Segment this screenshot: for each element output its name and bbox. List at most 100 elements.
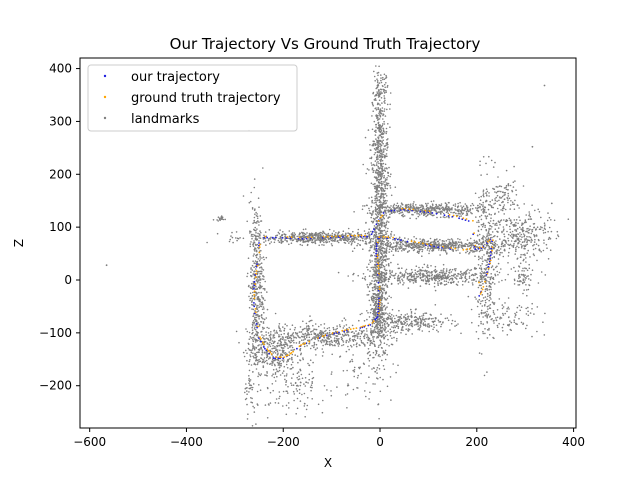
- landmark-point: [387, 318, 389, 321]
- landmark-point: [374, 288, 376, 291]
- landmark-point: [377, 176, 380, 178]
- landmark-point: [435, 324, 438, 327]
- landmark-point: [375, 156, 378, 158]
- landmark-point: [404, 314, 407, 316]
- landmark-point: [384, 206, 387, 208]
- landmark-point: [242, 351, 245, 354]
- landmark-point: [269, 238, 272, 240]
- landmark-point: [380, 79, 382, 82]
- landmark-point: [380, 97, 383, 99]
- landmark-point: [431, 247, 434, 249]
- landmark-point: [382, 123, 384, 125]
- landmark-point: [496, 244, 498, 246]
- landmark-point: [401, 280, 404, 282]
- landmark-point: [425, 207, 428, 210]
- landmark-point: [427, 266, 429, 269]
- landmark-point: [323, 323, 326, 325]
- landmark-point: [296, 407, 299, 410]
- landmark-point: [378, 310, 381, 312]
- landmark-point: [337, 338, 340, 340]
- landmark-point: [480, 209, 483, 211]
- landmark-point: [378, 90, 380, 92]
- landmark-point: [383, 175, 386, 177]
- landmark-point: [348, 242, 350, 244]
- landmark-point: [328, 329, 331, 332]
- landmark-point: [252, 273, 254, 275]
- landmark-point: [269, 402, 272, 404]
- landmark-point: [309, 319, 312, 322]
- landmark-point: [443, 280, 446, 282]
- landmark-point: [319, 241, 322, 244]
- landmark-point: [256, 311, 259, 313]
- landmark-point: [285, 384, 287, 386]
- landmark-point: [430, 209, 432, 212]
- landmark-point: [383, 110, 386, 112]
- landmark-point: [461, 206, 464, 209]
- landmark-point: [453, 244, 456, 247]
- landmark-point: [418, 207, 421, 209]
- landmark-point: [480, 242, 482, 244]
- landmark-point: [338, 343, 341, 345]
- landmark-point: [420, 208, 423, 211]
- landmark-point: [394, 186, 397, 188]
- landmark-point: [378, 111, 381, 113]
- landmark-point: [274, 359, 276, 362]
- landmark-point: [248, 201, 251, 204]
- landmark-point: [378, 91, 380, 94]
- landmark-point: [266, 417, 269, 419]
- landmark-point: [386, 205, 389, 207]
- landmark-point: [418, 250, 420, 253]
- landmark-point: [265, 374, 268, 377]
- landmark-point: [407, 203, 410, 206]
- landmark-point: [374, 236, 377, 239]
- landmark-point: [255, 330, 258, 333]
- landmark-point: [433, 326, 435, 329]
- landmark-point: [366, 168, 369, 170]
- landmark-point: [374, 107, 377, 110]
- landmark-point: [375, 147, 378, 150]
- landmark-point: [479, 203, 481, 205]
- landmark-point: [375, 217, 377, 219]
- landmark-point: [384, 308, 387, 311]
- landmark-point: [504, 279, 507, 281]
- landmark-point: [353, 247, 356, 250]
- landmark-point: [416, 211, 419, 213]
- landmark-point: [464, 274, 467, 276]
- landmark-point: [400, 247, 402, 249]
- landmark-point: [318, 332, 321, 335]
- landmark-point: [431, 249, 433, 252]
- landmark-point: [459, 213, 462, 215]
- landmark-point: [360, 339, 363, 342]
- landmark-point: [367, 312, 369, 314]
- landmark-point: [466, 213, 469, 215]
- landmark-point: [259, 389, 262, 392]
- landmark-point: [375, 126, 377, 128]
- landmark-point: [284, 352, 287, 354]
- landmark-point: [470, 211, 472, 214]
- landmark-point: [392, 248, 394, 250]
- landmark-point: [253, 411, 256, 413]
- landmark-point: [389, 272, 392, 274]
- landmark-point: [430, 265, 432, 267]
- landmark-point: [247, 347, 250, 350]
- landmark-point: [394, 274, 397, 276]
- landmark-point: [425, 205, 428, 207]
- landmark-point: [386, 239, 388, 241]
- landmark-point: [259, 237, 262, 239]
- landmark-point: [501, 279, 503, 282]
- landmark-point: [377, 102, 379, 105]
- landmark-point: [278, 397, 280, 400]
- landmark-point: [448, 241, 451, 243]
- landmark-point: [249, 297, 252, 300]
- landmark-point: [439, 216, 442, 219]
- landmark-point: [291, 346, 294, 349]
- landmark-point: [396, 248, 399, 250]
- landmark-point: [374, 182, 376, 185]
- landmark-point: [450, 314, 452, 316]
- landmark-point: [339, 356, 341, 358]
- landmark-point: [265, 353, 268, 355]
- landmark-point: [380, 281, 383, 284]
- landmark-point: [371, 115, 373, 117]
- landmark-point: [464, 277, 467, 280]
- landmark-point: [375, 227, 377, 229]
